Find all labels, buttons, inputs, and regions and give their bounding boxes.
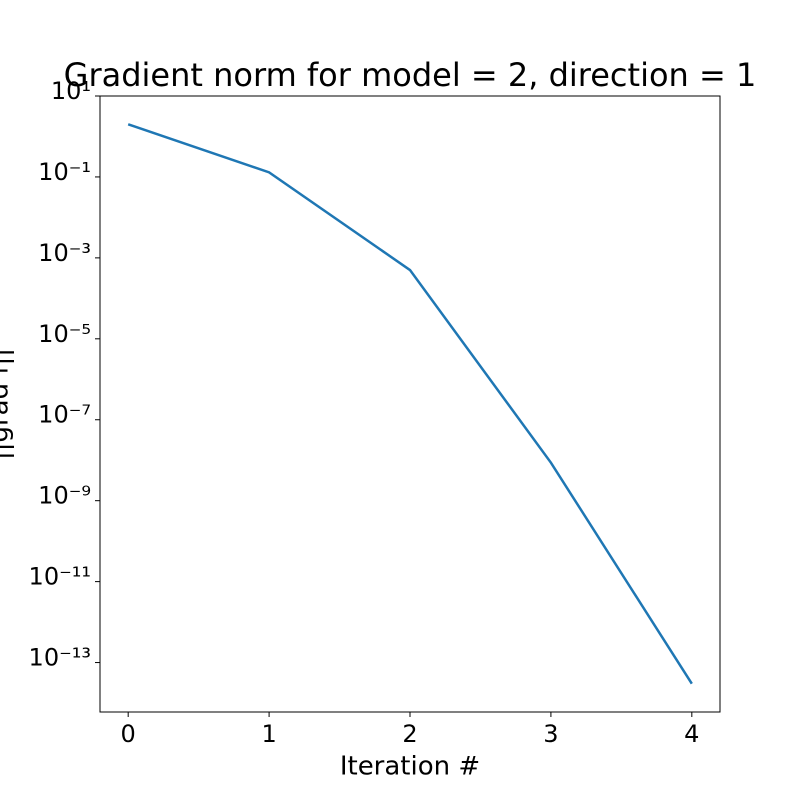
x-tick-label: 0 (121, 720, 136, 748)
y-tick-label: 10⁻¹ (38, 158, 91, 186)
x-tick-label: 2 (402, 720, 417, 748)
y-tick-label: 10⁻³ (38, 239, 91, 267)
x-tick-label: 4 (684, 720, 699, 748)
axes-frame (99, 95, 721, 713)
y-tick-label: 10⁻¹¹ (29, 563, 91, 591)
y-tick-label: 10⁻¹³ (29, 644, 91, 672)
x-tick-label: 1 (261, 720, 276, 748)
y-tick-label: 10¹ (51, 77, 91, 105)
x-axis-label: Iteration # (340, 752, 480, 782)
y-axis-label: ||grad f|| (0, 348, 15, 460)
x-tick-label: 3 (543, 720, 558, 748)
chart-title: Gradient norm for model = 2, direction =… (64, 56, 757, 94)
y-tick-label: 10⁻⁷ (38, 401, 91, 429)
y-tick-label: 10⁻⁵ (38, 320, 91, 348)
y-tick-label: 10⁻⁹ (38, 482, 91, 510)
line (127, 123, 693, 685)
